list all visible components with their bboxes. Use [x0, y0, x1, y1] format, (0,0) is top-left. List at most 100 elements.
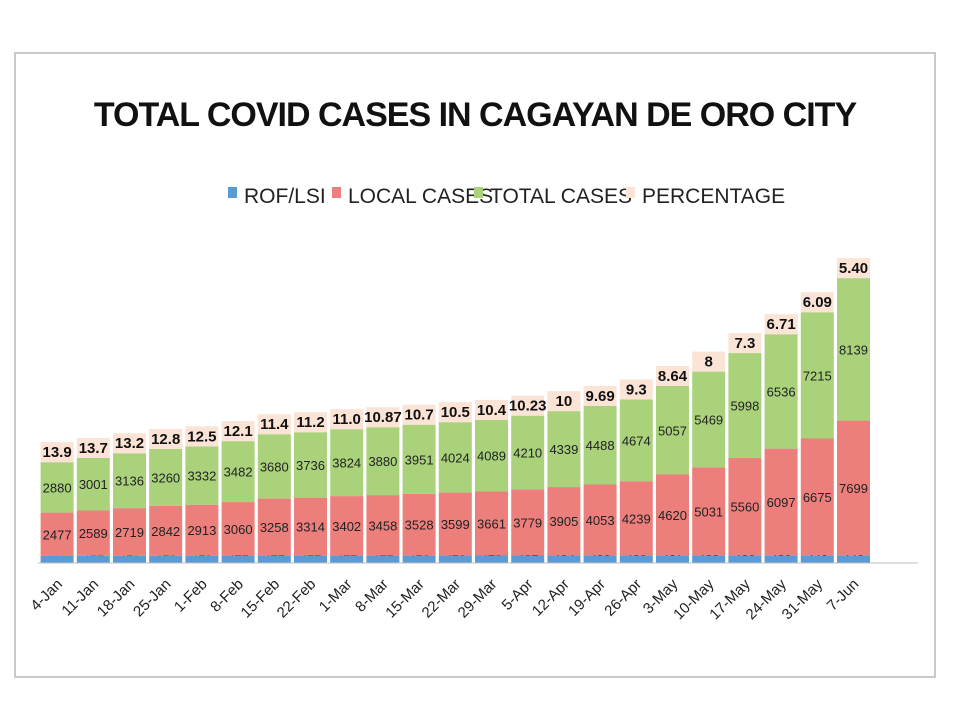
bar-local-8 — [330, 496, 364, 556]
bar-local-16 — [619, 481, 653, 556]
bar-local-7 — [294, 497, 327, 556]
legend-swatch-0 — [228, 187, 237, 198]
bar-local-13 — [511, 489, 545, 556]
label-total-15: 4488 — [586, 438, 615, 453]
label-pct-19: 7.3 — [734, 335, 755, 352]
label-pct-7: 11.2 — [296, 414, 324, 431]
bar-rof-12 — [475, 555, 508, 563]
bar-local-17 — [656, 474, 689, 556]
bar-rof-19 — [728, 555, 762, 563]
bar-rof-9 — [366, 555, 400, 563]
bar-local-3 — [149, 505, 183, 556]
chart-svg: TOTAL COVID CASES IN CAGAYAN DE ORO CITY… — [27, 96, 918, 623]
bar-local-11 — [438, 492, 472, 556]
bar-pct-12 — [475, 399, 508, 420]
bar-rof-11 — [438, 555, 472, 563]
legend-label-3: PERCENTAGE — [642, 185, 785, 208]
label-local-9: 3458 — [368, 518, 397, 533]
bar-rof-21 — [800, 555, 834, 563]
label-pct-22: 5.40 — [839, 260, 868, 277]
bar-pct-8 — [330, 409, 364, 430]
bar-local-15 — [583, 484, 617, 556]
label-pct-18: 8 — [705, 354, 713, 371]
x-tick-6: 15-Feb — [237, 576, 283, 622]
bar-rof-3 — [149, 555, 183, 563]
bars-group: 4032477288013.94122589300113.74172719313… — [40, 258, 870, 563]
label-local-0: 2477 — [43, 527, 72, 542]
bar-rof-7 — [294, 555, 327, 563]
bar-total-13 — [511, 415, 545, 490]
label-total-9: 3880 — [368, 454, 397, 469]
x-tick-1: 11-Jan — [58, 576, 102, 620]
bar-total-7 — [294, 432, 327, 498]
label-local-5: 3060 — [224, 522, 253, 537]
bar-rof-22 — [837, 555, 870, 563]
bar-pct-17 — [656, 366, 689, 387]
bar-local-4 — [185, 504, 219, 556]
bar-pct-5 — [221, 421, 255, 442]
label-total-4: 3332 — [187, 469, 216, 484]
legend-swatch-1 — [332, 187, 341, 198]
label-pct-8: 11.0 — [333, 411, 361, 428]
bar-local-22 — [837, 420, 870, 556]
bar-rof-1 — [76, 555, 110, 563]
bar-rof-16 — [619, 555, 653, 563]
label-local-10: 3528 — [405, 518, 434, 533]
x-tick-21: 31-May — [779, 575, 827, 623]
label-total-11: 4024 — [441, 450, 470, 465]
bar-total-16 — [619, 399, 653, 482]
x-tick-11: 22-Mar — [419, 576, 465, 622]
bar-total-20 — [764, 334, 798, 449]
bar-pct-4 — [185, 426, 219, 447]
bar-pct-21 — [800, 292, 834, 313]
chart-title: TOTAL COVID CASES IN CAGAYAN DE ORO CITY — [94, 96, 858, 134]
bar-total-19 — [728, 353, 762, 459]
label-local-19: 5560 — [730, 500, 759, 515]
bar-local-10 — [402, 493, 436, 556]
chart-frame: TOTAL COVID CASES IN CAGAYAN DE ORO CITY… — [14, 52, 936, 678]
label-local-14: 3905 — [549, 514, 578, 529]
bar-total-21 — [800, 312, 834, 439]
x-tick-22: 7-Jun — [824, 576, 863, 615]
x-tick-2: 18-Jan — [94, 576, 138, 620]
label-local-8: 3402 — [332, 519, 361, 534]
label-local-11: 3599 — [441, 517, 470, 532]
label-pct-9: 10.87 — [364, 409, 402, 426]
bar-local-12 — [475, 491, 508, 556]
bar-rof-18 — [692, 555, 726, 563]
label-local-7: 3314 — [296, 520, 325, 535]
label-pct-11: 10.5 — [441, 404, 470, 421]
bar-pct-20 — [764, 314, 798, 335]
bar-pct-16 — [619, 379, 653, 400]
label-pct-20: 6.71 — [766, 316, 795, 333]
bar-pct-10 — [402, 404, 436, 425]
label-total-1: 3001 — [79, 477, 108, 492]
legend-swatch-2 — [474, 187, 483, 198]
label-pct-3: 12.8 — [151, 431, 180, 448]
label-local-13: 3779 — [513, 515, 542, 530]
label-total-12: 4089 — [477, 449, 506, 464]
label-pct-1: 13.7 — [79, 440, 108, 457]
bar-local-19 — [728, 458, 762, 556]
bar-total-14 — [547, 411, 581, 488]
bar-total-3 — [149, 448, 183, 506]
label-total-14: 4339 — [549, 442, 578, 457]
label-total-0: 2880 — [43, 480, 72, 495]
bar-total-5 — [221, 441, 255, 503]
bar-local-1 — [76, 510, 110, 556]
x-tick-16: 26-Apr — [601, 576, 645, 620]
bar-local-0 — [40, 512, 74, 556]
x-tick-10: 15-Mar — [382, 576, 428, 622]
bar-total-12 — [475, 419, 508, 492]
label-local-16: 4239 — [622, 511, 651, 526]
label-pct-15: 9.69 — [585, 388, 614, 405]
bar-local-20 — [764, 448, 798, 556]
label-pct-6: 11.4 — [260, 416, 289, 433]
bar-total-10 — [402, 424, 436, 494]
bar-pct-22 — [837, 258, 870, 279]
bar-rof-8 — [330, 555, 364, 563]
label-total-21: 7215 — [803, 368, 832, 383]
label-local-22: 7699 — [839, 481, 868, 496]
label-local-6: 3258 — [260, 520, 289, 535]
